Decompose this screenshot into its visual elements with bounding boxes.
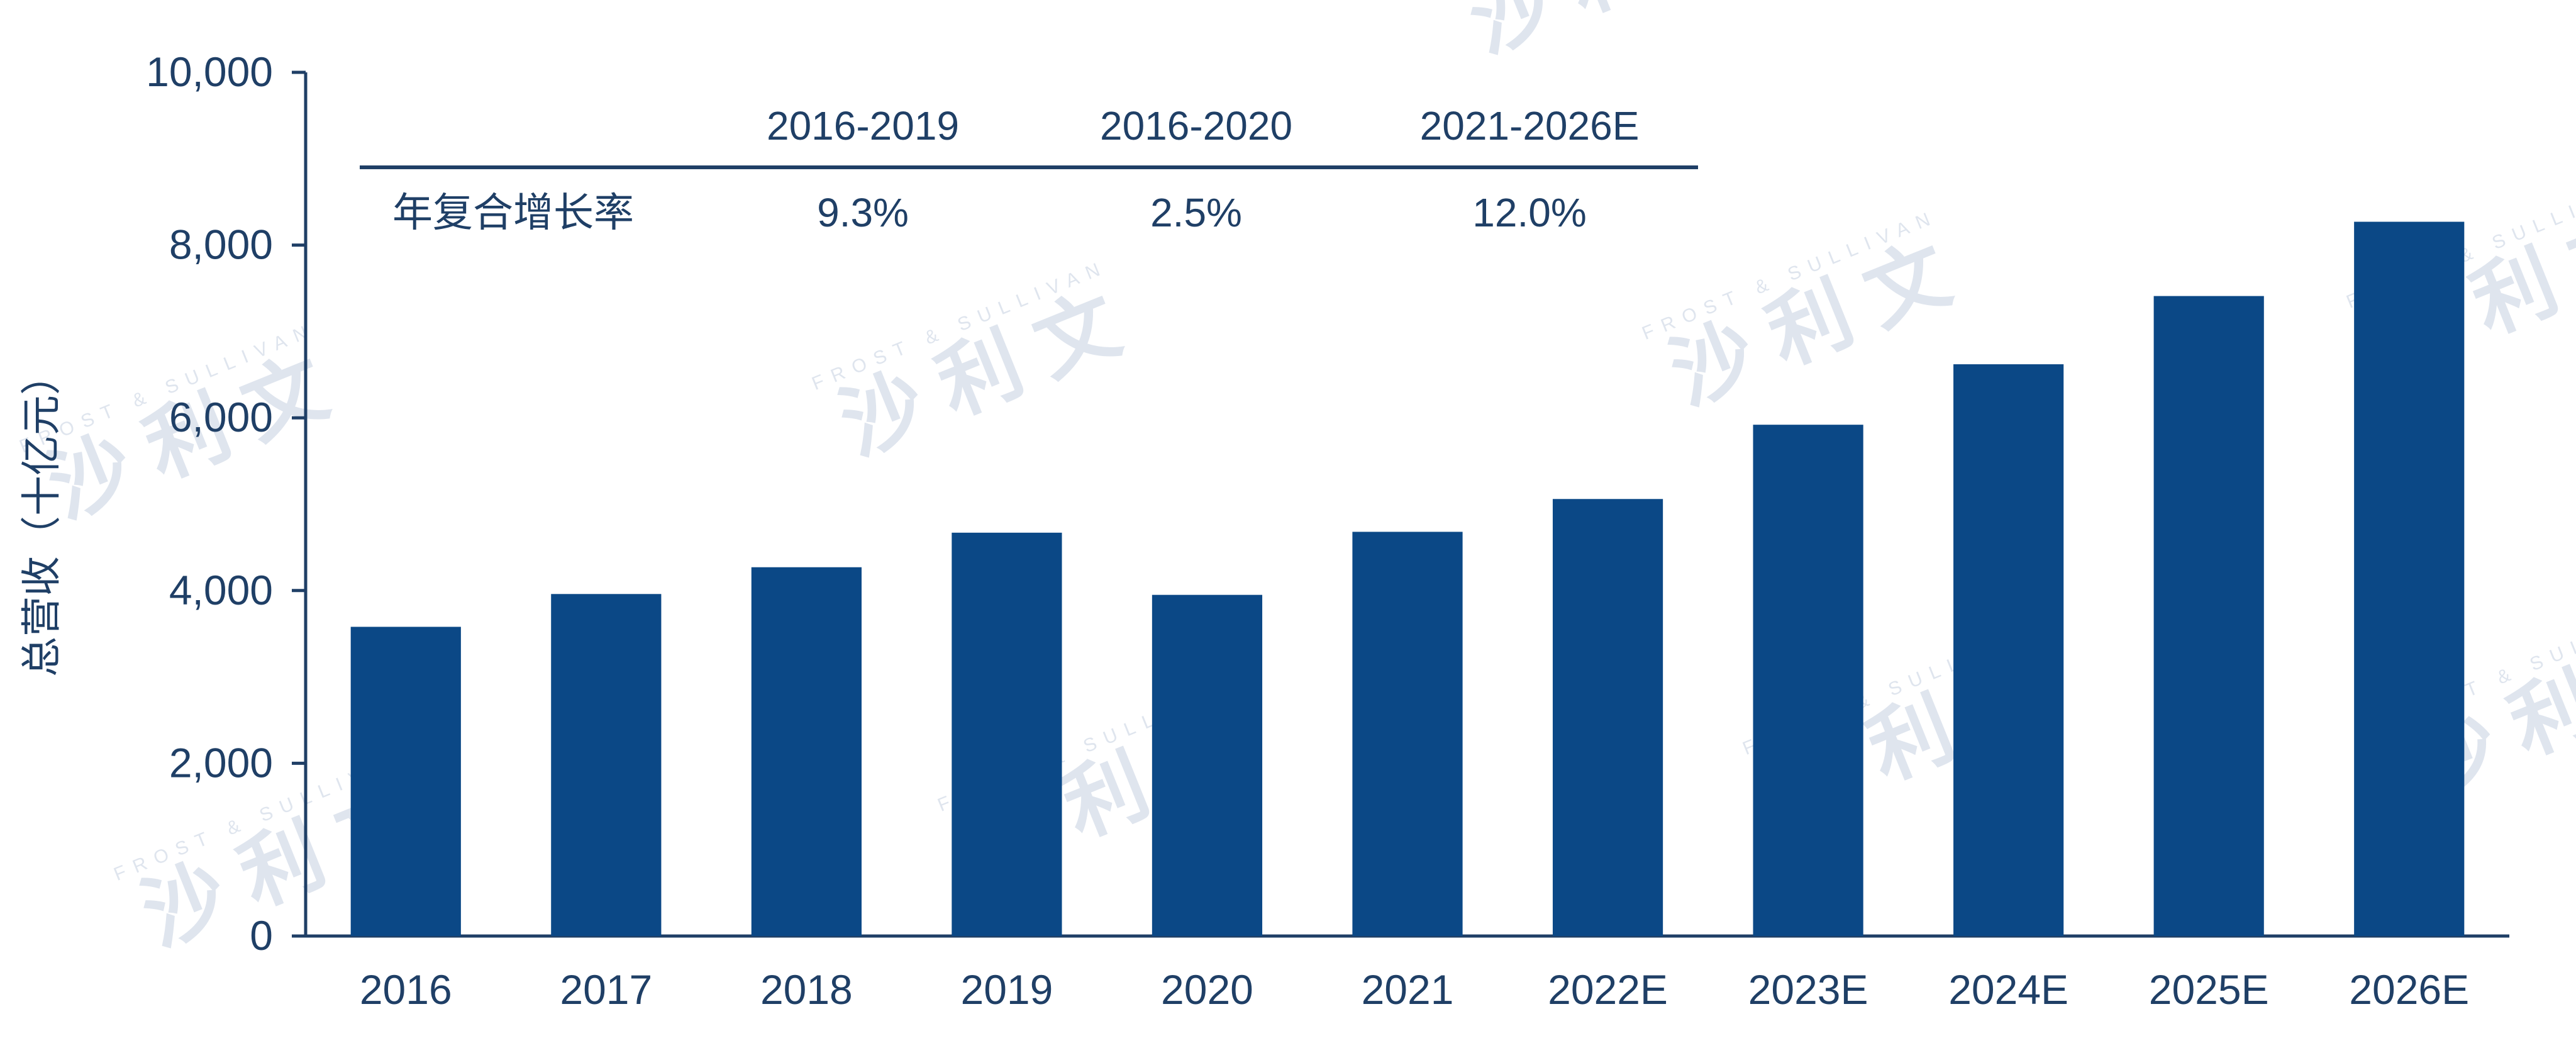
cagr-table: 2016-2019 2016-2020 2021-2026E 年复合增长率 9.…	[360, 103, 1698, 235]
x-tick-label: 2026E	[2349, 966, 2469, 1013]
y-ticks: 0 2,000 4,000 6,000 8,000 10,000	[146, 48, 306, 959]
bar-2026E	[2354, 221, 2465, 936]
x-tick-label: 2021	[1362, 966, 1454, 1013]
x-tick-label: 2022E	[1548, 966, 1668, 1013]
y-axis-title: 总营收（十亿元）	[19, 355, 64, 677]
x-tick-label: 2023E	[1748, 966, 1868, 1013]
bar-2023E	[1753, 425, 1863, 936]
x-tick-label: 2025E	[2149, 966, 2269, 1013]
x-tick-label: 2019	[960, 966, 1053, 1013]
bar-2022E	[1552, 499, 1663, 936]
bar-2021	[1352, 532, 1463, 936]
x-tick-label: 2018	[760, 966, 853, 1013]
bar-2018	[751, 567, 862, 936]
cagr-row-label: 年复合增长率	[392, 190, 634, 235]
y-tick-label: 10,000	[146, 48, 273, 95]
cagr-header-2: 2016-2020	[1100, 103, 1292, 148]
bar-2017	[551, 594, 662, 936]
bar-2025E	[2153, 296, 2264, 936]
x-tick-labels: 2016 2017 2018 2019 2020 2021 2022E 2023E 2024E 2…	[360, 966, 2469, 1013]
cagr-value-3: 12.0%	[1472, 190, 1586, 235]
bars	[350, 221, 2465, 936]
bar-2019	[952, 532, 1062, 936]
x-tick-label: 2024E	[1948, 966, 2068, 1013]
y-tick-label: 4,000	[169, 567, 273, 613]
x-tick-label: 2017	[560, 966, 652, 1013]
y-tick-label: 6,000	[169, 394, 273, 440]
cagr-value-1: 9.3%	[817, 190, 909, 235]
bar-2024E	[1953, 364, 2064, 936]
cagr-header-1: 2016-2019	[767, 103, 959, 148]
svg-text:沙 利 文: 沙 利 文	[1457, 0, 1760, 69]
x-tick-label: 2016	[360, 966, 452, 1013]
x-tick-label: 2020	[1161, 966, 1253, 1013]
cagr-value-2: 2.5%	[1150, 190, 1242, 235]
y-tick-label: 8,000	[169, 221, 273, 268]
bar-2016	[350, 627, 461, 936]
bar-2020	[1152, 594, 1263, 936]
y-tick-label: 0	[250, 912, 273, 959]
cagr-header-3: 2021-2026E	[1420, 103, 1640, 148]
y-tick-label: 2,000	[169, 739, 273, 786]
